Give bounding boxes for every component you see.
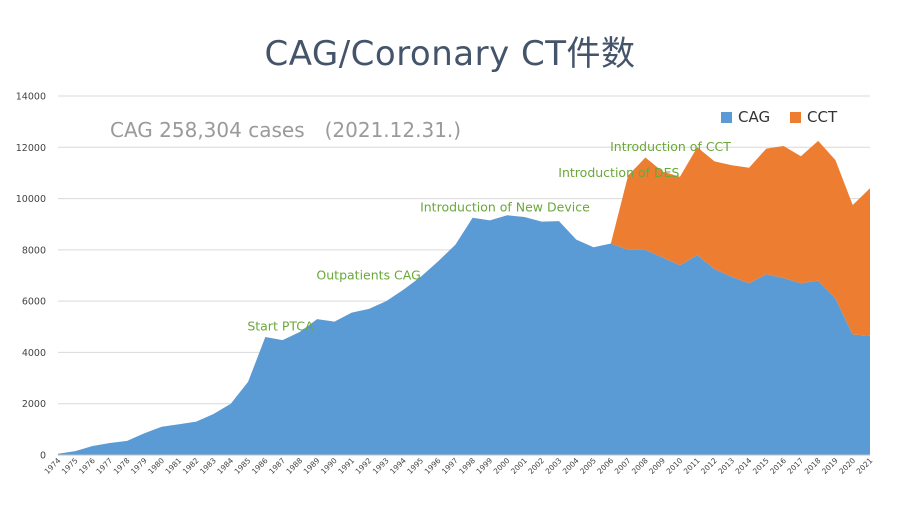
x-tick-label: 1981 (163, 456, 183, 476)
x-tick-label: 2006 (595, 456, 615, 476)
y-axis-ticks: 0 2000 4000 6000 8000 10000 12000 14000 (16, 92, 46, 462)
y-tick-label: 4000 (22, 348, 46, 359)
legend-label-cct: CCT (807, 108, 838, 126)
x-tick-label: 2008 (630, 456, 650, 476)
area-cct (610, 140, 870, 336)
x-tick-label: 1975 (60, 456, 80, 476)
y-tick-label: 6000 (22, 297, 46, 308)
x-tick-label: 1997 (440, 456, 460, 476)
y-tick-label: 14000 (16, 92, 46, 103)
x-tick-label: 2007 (613, 456, 633, 476)
x-tick-label: 1989 (302, 456, 322, 476)
x-tick-label: 2021 (855, 456, 875, 476)
x-tick-label: 1994 (388, 456, 408, 476)
y-tick-label: 2000 (22, 399, 46, 410)
x-axis-ticks: 1974197519761977197819791980198119821983… (43, 456, 875, 476)
annotation-label: Introduction of CCT (610, 139, 731, 154)
x-tick-label: 1985 (233, 456, 253, 476)
x-tick-label: 2016 (768, 456, 788, 476)
y-tick-label: 8000 (22, 245, 46, 256)
annotation-label: Outpatients CAG (316, 267, 420, 282)
y-tick-label: 12000 (16, 143, 46, 154)
legend-swatch-cag (721, 112, 732, 123)
x-tick-label: 2009 (647, 456, 667, 476)
chart-title: CAG/Coronary CT件数 (264, 34, 636, 74)
x-tick-label: 2013 (716, 456, 736, 476)
x-tick-label: 1996 (423, 456, 443, 476)
x-tick-label: 2002 (526, 456, 546, 476)
x-tick-label: 2004 (561, 456, 581, 476)
x-tick-label: 1993 (371, 456, 391, 476)
x-tick-label: 2019 (820, 456, 840, 476)
x-tick-label: 1992 (354, 456, 374, 476)
annotation-label: Start PTCA (247, 319, 314, 334)
x-tick-label: 1987 (267, 456, 287, 476)
x-tick-label: 1977 (94, 456, 114, 476)
legend: CAG CCT (721, 108, 838, 126)
legend-label-cag: CAG (738, 108, 770, 126)
annotation-label: Introduction of New Device (420, 199, 590, 214)
x-tick-label: 2011 (682, 456, 702, 476)
y-tick-label: 10000 (16, 194, 46, 205)
x-tick-label: 1998 (457, 456, 477, 476)
x-tick-label: 1978 (112, 456, 132, 476)
x-tick-label: 1988 (284, 456, 304, 476)
x-tick-label: 1995 (405, 456, 425, 476)
x-tick-label: 1984 (215, 456, 235, 476)
area-cag (58, 215, 870, 455)
x-tick-label: 2005 (578, 456, 598, 476)
legend-swatch-cct (790, 112, 801, 123)
x-tick-label: 2018 (803, 456, 823, 476)
x-tick-label: 2014 (734, 456, 754, 476)
x-tick-label: 1980 (146, 456, 166, 476)
x-tick-label: 1986 (250, 456, 270, 476)
x-tick-label: 2015 (751, 456, 771, 476)
x-tick-label: 1983 (198, 456, 218, 476)
x-tick-label: 2003 (544, 456, 564, 476)
x-tick-label: 1999 (474, 456, 494, 476)
x-tick-label: 2012 (699, 456, 719, 476)
x-tick-label: 1990 (319, 456, 339, 476)
x-tick-label: 1979 (129, 456, 149, 476)
case-count-note: CAG 258,304 cases (2021.12.31.) (110, 118, 461, 142)
x-tick-label: 2020 (837, 456, 857, 476)
x-tick-label: 2017 (785, 456, 805, 476)
annotations: Start PTCA Outpatients CAG Introduction of… (247, 139, 731, 334)
x-tick-label: 1976 (77, 456, 97, 476)
annotation-label: Introduction of DES (558, 165, 679, 180)
x-tick-label: 2001 (509, 456, 529, 476)
area-series (58, 140, 870, 456)
y-tick-label: 0 (40, 451, 46, 462)
x-tick-label: 1982 (181, 456, 201, 476)
x-tick-label: 1991 (336, 456, 356, 476)
x-tick-label: 2010 (665, 456, 685, 476)
x-tick-label: 2000 (492, 456, 512, 476)
